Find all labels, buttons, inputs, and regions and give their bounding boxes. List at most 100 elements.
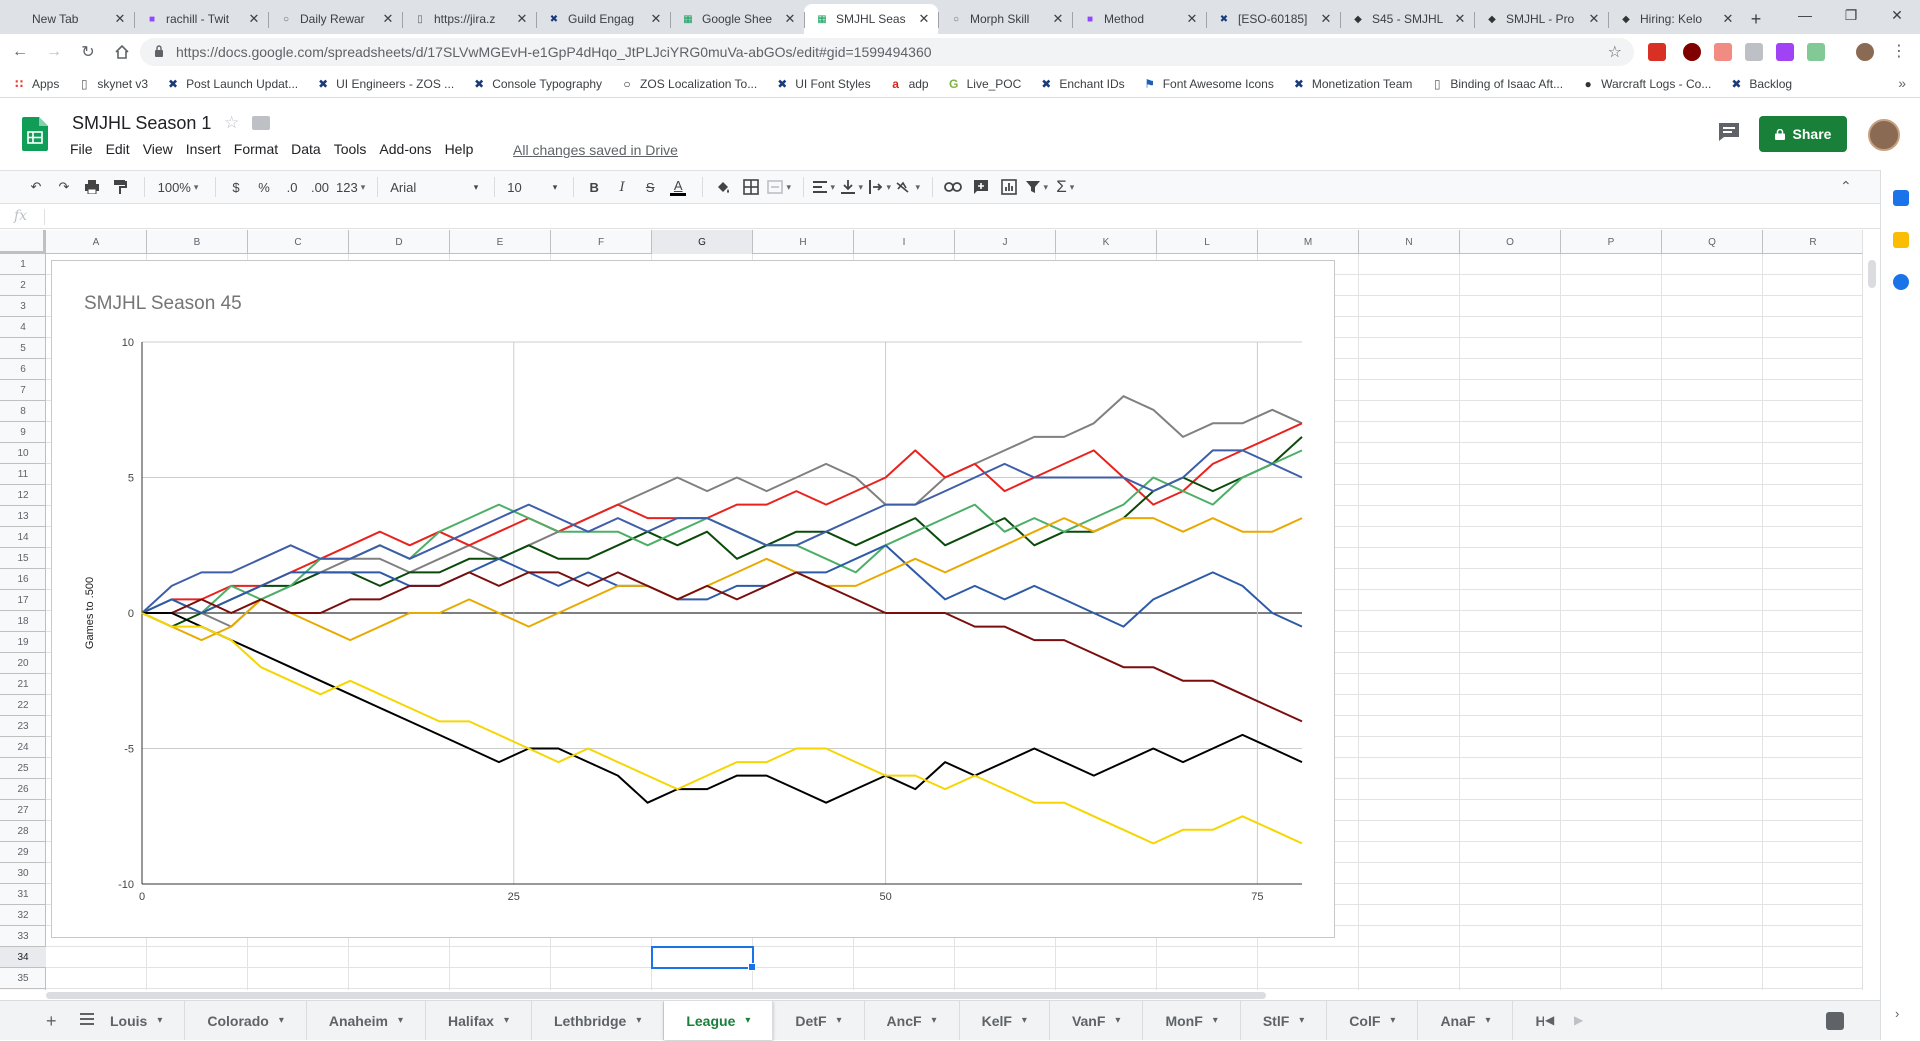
calendar-icon[interactable] bbox=[1893, 190, 1909, 206]
close-tab-icon[interactable]: ✕ bbox=[1320, 11, 1332, 26]
close-tab-icon[interactable]: ✕ bbox=[114, 11, 126, 26]
italic-button[interactable]: I bbox=[610, 175, 634, 199]
menu-help[interactable]: Help bbox=[444, 141, 474, 157]
row-header[interactable]: 25 bbox=[0, 758, 46, 779]
bookmark-item[interactable]: ▯ skynet v3 bbox=[77, 77, 148, 91]
explore-icon[interactable] bbox=[1826, 1012, 1844, 1030]
browser-tab[interactable]: ◆ SMJHL - Pro ✕ bbox=[1474, 4, 1608, 34]
series-line-4[interactable] bbox=[141, 449, 1303, 614]
browser-tab[interactable]: ▦ SMJHL Seas ✕ bbox=[804, 4, 938, 34]
row-header[interactable]: 23 bbox=[0, 716, 46, 737]
bold-button[interactable]: B bbox=[582, 175, 606, 199]
row-header[interactable]: 7 bbox=[0, 380, 46, 401]
column-header[interactable]: A bbox=[46, 230, 147, 254]
font-select[interactable]: Arial ▾ bbox=[386, 175, 482, 199]
column-header[interactable]: I bbox=[854, 230, 955, 254]
close-tab-icon[interactable]: ✕ bbox=[784, 11, 796, 26]
browser-tab[interactable]: ◆ Hiring: Kelo ✕ bbox=[1608, 4, 1742, 34]
browser-tab[interactable]: ✖ [ESO-60185] ✕ bbox=[1206, 4, 1340, 34]
close-tab-icon[interactable]: ✕ bbox=[516, 11, 528, 26]
column-header[interactable]: F bbox=[551, 230, 652, 254]
vertical-align-icon[interactable] bbox=[840, 175, 864, 199]
insert-link-icon[interactable] bbox=[941, 175, 965, 199]
row-header[interactable]: 5 bbox=[0, 338, 46, 359]
row-header[interactable]: 12 bbox=[0, 485, 46, 506]
series-line-1[interactable] bbox=[141, 422, 1303, 614]
fill-color-icon[interactable] bbox=[711, 175, 735, 199]
sheet-tab[interactable]: KelF bbox=[960, 1001, 1050, 1040]
row-header[interactable]: 9 bbox=[0, 422, 46, 443]
collapse-toolbar-icon[interactable]: ⌃ bbox=[1840, 178, 1852, 194]
row-header[interactable]: 3 bbox=[0, 296, 46, 317]
borders-icon[interactable] bbox=[739, 175, 763, 199]
text-color-button[interactable]: A bbox=[666, 175, 690, 199]
row-header[interactable]: 17 bbox=[0, 590, 46, 611]
row-header[interactable]: 33 bbox=[0, 926, 46, 947]
row-header[interactable]: 26 bbox=[0, 779, 46, 800]
browser-tab[interactable]: ▯ https://jira.z ✕ bbox=[402, 4, 536, 34]
close-tab-icon[interactable]: ✕ bbox=[1588, 11, 1600, 26]
browser-tab[interactable]: New Tab ✕ bbox=[0, 4, 134, 34]
insert-comment-icon[interactable] bbox=[969, 175, 993, 199]
increase-decimal-button[interactable]: .00 bbox=[310, 179, 330, 195]
close-tab-icon[interactable]: ✕ bbox=[1454, 11, 1466, 26]
row-header[interactable]: 18 bbox=[0, 611, 46, 632]
row-header[interactable]: 8 bbox=[0, 401, 46, 422]
browser-tab[interactable]: ○ Morph Skill ✕ bbox=[938, 4, 1072, 34]
row-header[interactable]: 30 bbox=[0, 863, 46, 884]
close-tab-icon[interactable]: ✕ bbox=[382, 11, 394, 26]
tasks-icon[interactable] bbox=[1893, 274, 1909, 290]
series-line-2[interactable] bbox=[141, 436, 1303, 628]
selected-cell[interactable] bbox=[651, 946, 756, 971]
paint-format-icon[interactable] bbox=[108, 175, 132, 199]
scroll-tabs-left-icon[interactable]: ◀ bbox=[1545, 1013, 1555, 1027]
sheet-tab[interactable]: HalF bbox=[1513, 1001, 1544, 1040]
column-header[interactable]: G bbox=[652, 230, 753, 254]
browser-tab[interactable]: ✖ Guild Engag ✕ bbox=[536, 4, 670, 34]
column-header[interactable]: E bbox=[450, 230, 551, 254]
font-size-select[interactable]: 10 ▾ bbox=[503, 175, 561, 199]
row-header[interactable]: 24 bbox=[0, 737, 46, 758]
bookmark-star-icon[interactable]: ☆ bbox=[1607, 44, 1622, 61]
sheet-tab[interactable]: ColF bbox=[1327, 1001, 1419, 1040]
formula-bar[interactable]: fx bbox=[0, 205, 1880, 229]
column-header[interactable]: M bbox=[1258, 230, 1359, 254]
column-header[interactable]: J bbox=[955, 230, 1056, 254]
sheet-tab[interactable]: DetF bbox=[773, 1001, 865, 1040]
row-header[interactable]: 6 bbox=[0, 359, 46, 380]
column-header[interactable]: N bbox=[1359, 230, 1460, 254]
series-line-3[interactable] bbox=[141, 449, 1303, 614]
comment-icon[interactable] bbox=[1718, 122, 1740, 142]
home-icon[interactable] bbox=[108, 38, 136, 66]
column-header[interactable]: H bbox=[753, 230, 854, 254]
row-header[interactable]: 4 bbox=[0, 317, 46, 338]
menu-data[interactable]: Data bbox=[291, 141, 321, 157]
column-header[interactable]: O bbox=[1460, 230, 1561, 254]
reload-icon[interactable]: ↻ bbox=[81, 44, 95, 61]
row-header[interactable]: 15 bbox=[0, 548, 46, 569]
all-sheets-menu-icon[interactable] bbox=[80, 1013, 94, 1025]
bookmark-item[interactable]: ✖ Backlog bbox=[1729, 77, 1792, 91]
text-rotation-icon[interactable] bbox=[896, 175, 920, 199]
column-header[interactable]: C bbox=[248, 230, 349, 254]
avatar[interactable] bbox=[1868, 119, 1900, 151]
series-line-0[interactable] bbox=[142, 395, 1303, 628]
vertical-scroll-thumb[interactable] bbox=[1868, 260, 1876, 288]
series-line-8[interactable] bbox=[142, 612, 1303, 804]
save-status[interactable]: All changes saved in Drive bbox=[513, 142, 678, 158]
sheet-tab[interactable]: MonF bbox=[1143, 1001, 1241, 1040]
extension-icon[interactable] bbox=[1648, 43, 1666, 61]
browser-tab[interactable]: ■ Method ✕ bbox=[1072, 4, 1206, 34]
restore-icon[interactable]: ❐ bbox=[1844, 6, 1858, 23]
print-icon[interactable] bbox=[80, 175, 104, 199]
menu-tools[interactable]: Tools bbox=[333, 141, 367, 157]
bookmark-item[interactable]: ○ ZOS Localization To... bbox=[620, 77, 757, 91]
sheet-tab[interactable]: VanF bbox=[1050, 1001, 1144, 1040]
series-line-9[interactable] bbox=[141, 612, 1303, 845]
more-bookmarks-icon[interactable]: » bbox=[1898, 75, 1906, 91]
browser-tab[interactable]: ◆ S45 - SMJHL ✕ bbox=[1340, 4, 1474, 34]
filter-icon[interactable] bbox=[1025, 175, 1049, 199]
bookmark-item[interactable]: ∷ Apps bbox=[12, 77, 60, 91]
expand-panel-icon[interactable]: › bbox=[1895, 1006, 1900, 1021]
